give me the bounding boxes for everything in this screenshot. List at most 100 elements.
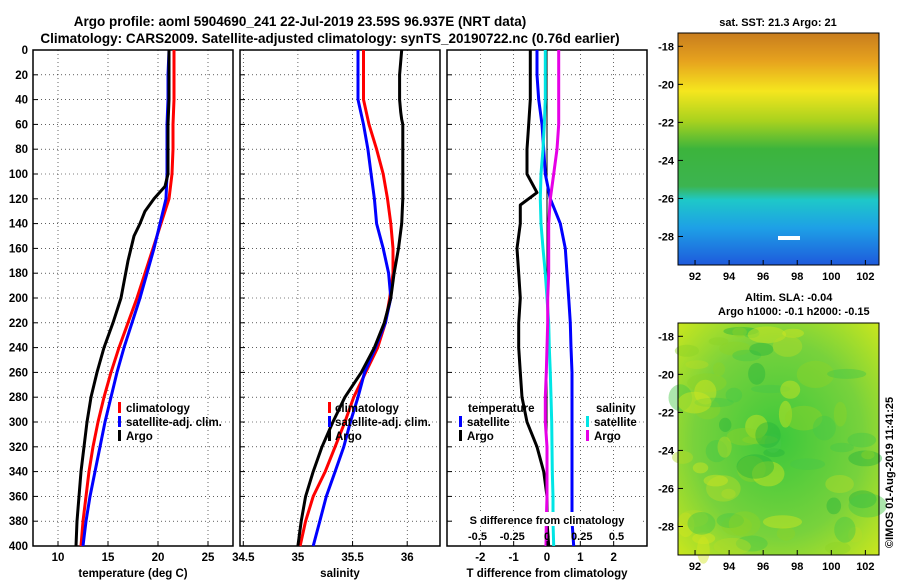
map-texture-blob [703,474,728,487]
lat-tick-label: -26 [658,193,674,205]
map-texture-blob [861,450,875,460]
temperature-depth-axis: 0 20 40 60 80 100 120 140 160 180 200 220 240 260 280 3… [9,45,28,553]
map-texture-blob [737,455,766,482]
sla-map-lat-axis: -18 -20 -22 -24 -26 -28 [658,331,683,533]
map-texture-blob [687,373,727,393]
map-texture-blob [728,511,761,537]
map-texture-blob [778,400,793,428]
legend-satellite-label: satellite-adj. clim. [126,417,222,429]
x-tick-label: 0 [544,552,550,564]
map-texture-blob [745,414,768,439]
map-texture-blob [723,326,759,336]
temperature-x-axis: 10 15 20 25 [52,541,215,564]
sst-map-field [678,33,879,265]
s-difference-axis-label: S difference from climatology [470,515,626,527]
difference-series [515,50,576,547]
sst-argo-marker [778,236,800,240]
map-texture-blob [713,362,725,377]
lon-tick-label: 96 [757,561,769,573]
depth-tick-label: 160 [9,243,28,255]
legend-climatology-swatch [328,402,331,413]
salinity-legend: climatology satellite-adj. clim. Argo [328,402,431,443]
x-tick-label: 1 [577,552,584,564]
legend-sal-argo-swatch [586,430,589,441]
map-texture-blob [825,541,851,555]
map-texture-blob [826,497,842,515]
legend-climatology-label: climatology [126,403,191,415]
legend-temp-argo-swatch [459,430,462,441]
sst-map-title: sat. SST: 21.3 Argo: 21 [719,17,837,29]
s-difference-axis: S difference from climatology -0.5 -0.25 0… [455,512,640,543]
map-texture-blob [763,448,785,458]
depth-tick-label: 140 [9,219,28,231]
depth-tick-label: 20 [15,70,28,82]
map-texture-blob [827,368,867,379]
salinity-axis-label: salinity [320,568,360,580]
lon-tick-label: 102 [856,561,874,573]
x-tick-label: 2 [610,552,616,564]
map-texture-blob [749,342,774,356]
lat-tick-label: -22 [658,407,674,419]
map-texture-blob [790,458,826,471]
map-texture-blob [705,440,728,463]
map-texture-blob [732,349,762,362]
map-texture-blob [848,526,863,543]
map-texture-blob [780,380,801,399]
legend-sal-satellite-label: satellite [594,417,637,429]
map-texture-blob [742,435,778,445]
map-texture-blob [721,488,736,499]
difference-axis-label: T difference from climatology [466,568,628,580]
map-texture-blob [692,462,709,474]
map-texture-blob [743,328,760,339]
map-texture-blob [776,526,796,541]
s-tick-label: -0.25 [500,531,525,543]
legend-salinity-title: salinity [596,403,636,415]
series-salinity-argo [543,50,561,547]
sst-map-lon-axis: 92 94 96 98 100 102 [689,260,875,283]
lon-tick-label: 100 [822,561,840,573]
map-texture-blob [772,335,803,357]
lon-tick-label: 92 [689,561,701,573]
map-texture-blob [679,510,709,528]
map-texture-blob [834,516,856,543]
map-texture-blob [719,341,752,356]
salinity-x-axis: 34.5 35 35.5 36 [232,541,414,564]
series-argo [296,49,405,547]
temperature-series [74,49,176,547]
map-texture-blob [708,337,729,346]
depth-tick-label: 120 [9,194,28,206]
sla-map-title-line2: Argo h1000: -0.1 h2000: -0.15 [718,306,870,318]
map-texture-blob [694,399,721,420]
map-texture-blob [668,384,693,412]
lat-tick-label: -18 [658,331,674,343]
figure-title-line1: Argo profile: aoml 5904690_241 22-Jul-20… [74,14,526,29]
lon-tick-label: 98 [791,561,803,573]
lat-tick-label: -26 [658,483,674,495]
legend-satellite-swatch [328,416,331,427]
map-texture-blob [751,461,785,487]
map-texture-blob [677,512,695,538]
map-texture-blob [796,360,835,388]
depth-tick-label: 40 [15,95,28,107]
x-tick-label: 36 [401,552,414,564]
legend-sal-satellite-swatch [586,416,589,427]
map-texture-blob [830,442,854,453]
map-texture-blob [692,532,716,545]
x-tick-label: 20 [152,552,165,564]
map-texture-blob [716,513,744,529]
depth-tick-label: 260 [9,367,28,379]
legend-argo-label: Argo [126,431,153,443]
lat-tick-label: -18 [658,41,674,53]
legend-temp-satellite-swatch [459,416,462,427]
map-texture-blob [848,490,877,509]
x-tick-label: -2 [475,552,485,564]
legend-satellite-label: satellite-adj. clim. [335,417,431,429]
salinity-series [296,49,405,547]
sst-map-panel: sat. SST: 21.3 Argo: 21 92 94 96 98 100 102 -… [658,17,880,283]
x-tick-label: 35.5 [341,552,364,564]
salinity-panel: 34.5 35 35.5 36 salinity climatology satell… [232,49,441,580]
legend-satellite-swatch [118,416,121,427]
lat-tick-label: -20 [658,79,674,91]
s-tick-label: 0.25 [571,531,592,543]
map-texture-blob [706,475,741,502]
